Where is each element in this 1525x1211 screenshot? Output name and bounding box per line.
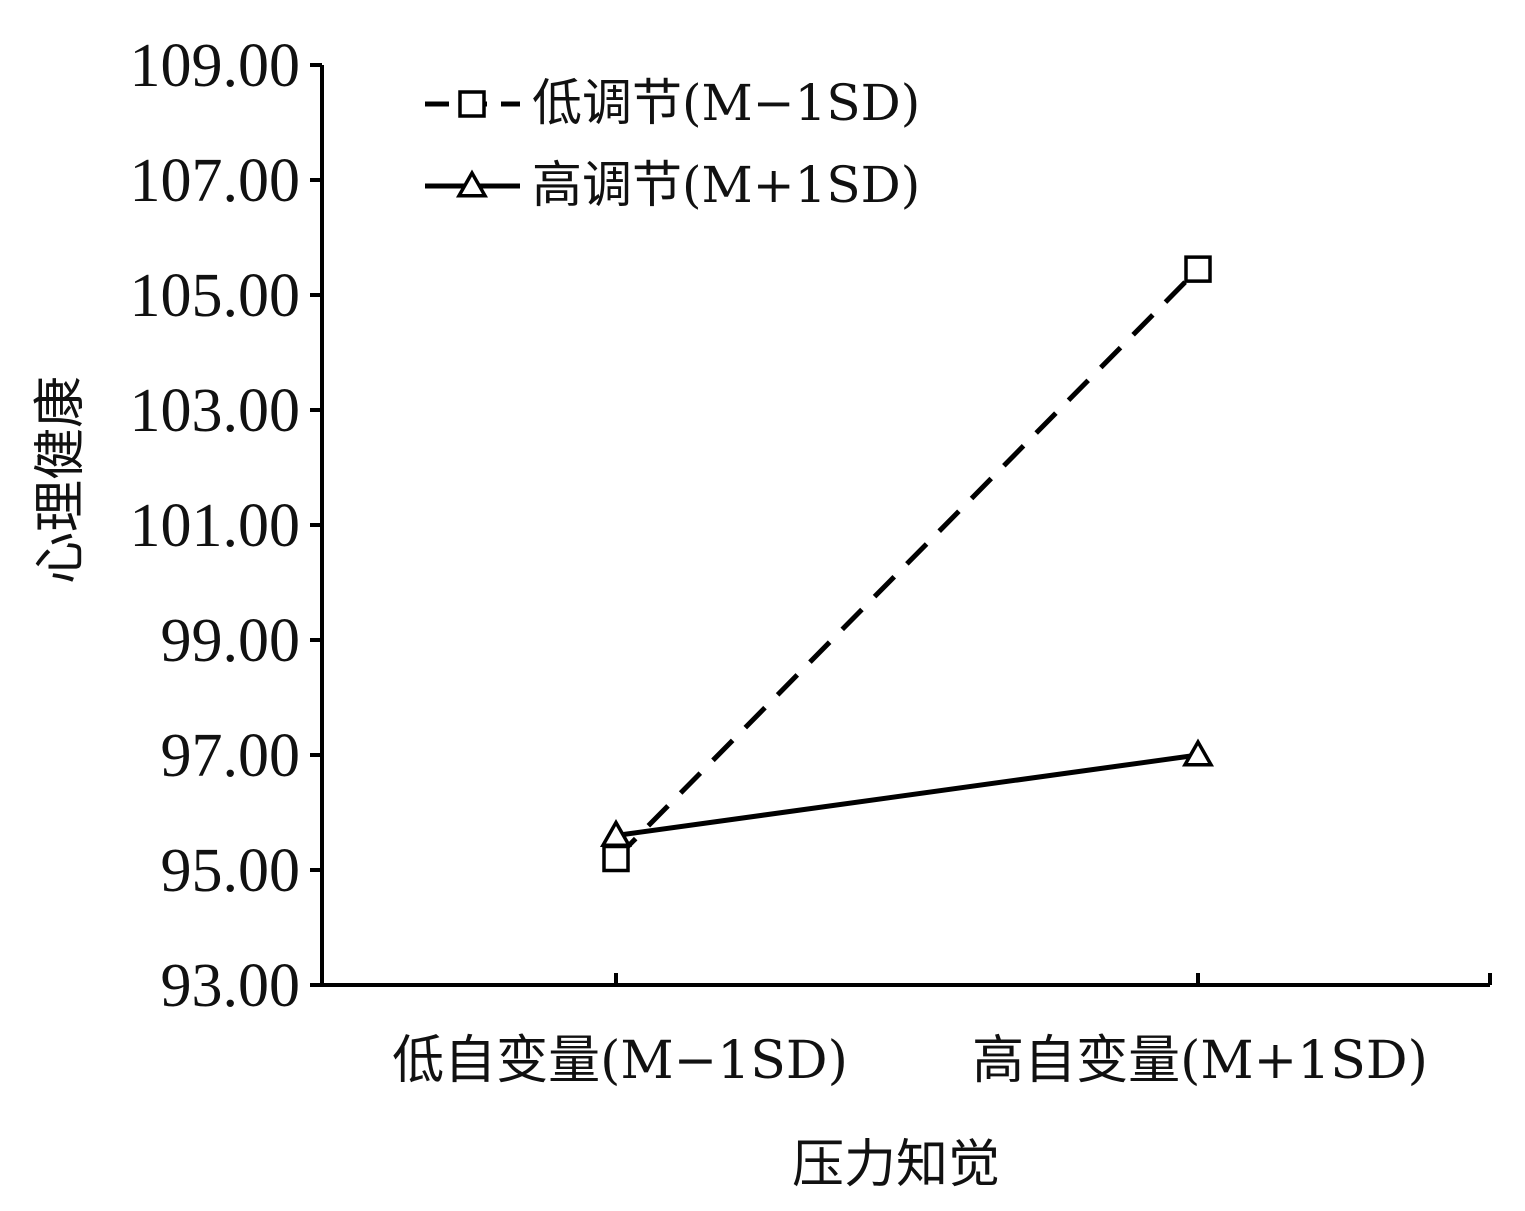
series-line	[615, 752, 1199, 838]
y-tick-label: 93.00	[161, 952, 301, 1020]
series-high-moderator	[599, 738, 1215, 847]
triangle-marker	[599, 818, 633, 847]
series-line	[614, 267, 1200, 861]
y-tick-label: 99.00	[161, 607, 301, 675]
legend-item: 高调节(M+1SD)	[425, 156, 920, 214]
y-axis-title: 心理健康	[31, 376, 91, 584]
y-axis: 109.00 107.00 105.00 103.00 101.00 99.00 97.00…	[130, 32, 324, 1020]
y-tick-label: 105.00	[130, 262, 301, 330]
legend: 低调节(M−1SD) 高调节(M+1SD)	[425, 74, 920, 214]
y-tick-label: 101.00	[130, 492, 301, 560]
series-low-moderator	[602, 255, 1212, 873]
x-category-label: 低自变量(M−1SD)	[392, 1031, 848, 1091]
square-marker	[1184, 255, 1212, 283]
legend-square-marker	[458, 90, 486, 118]
x-category-label: 高自变量(M+1SD)	[972, 1031, 1428, 1091]
y-tick-label: 95.00	[161, 837, 301, 905]
y-tick-label: 109.00	[130, 32, 301, 100]
square-marker	[602, 844, 630, 873]
triangle-marker	[1181, 738, 1215, 767]
x-axis-title: 压力知觉	[792, 1135, 1000, 1195]
series-layer	[599, 255, 1215, 873]
y-tick-label: 107.00	[130, 147, 301, 215]
legend-item: 低调节(M−1SD)	[425, 74, 920, 132]
y-tick-label: 103.00	[130, 377, 301, 445]
y-tick-label: 97.00	[161, 722, 301, 790]
legend-label: 低调节(M−1SD)	[532, 74, 920, 132]
legend-triangle-marker	[455, 169, 489, 198]
legend-label: 高调节(M+1SD)	[532, 156, 920, 214]
x-axis: 低自变量(M−1SD) 高自变量(M+1SD)	[310, 973, 1492, 1091]
